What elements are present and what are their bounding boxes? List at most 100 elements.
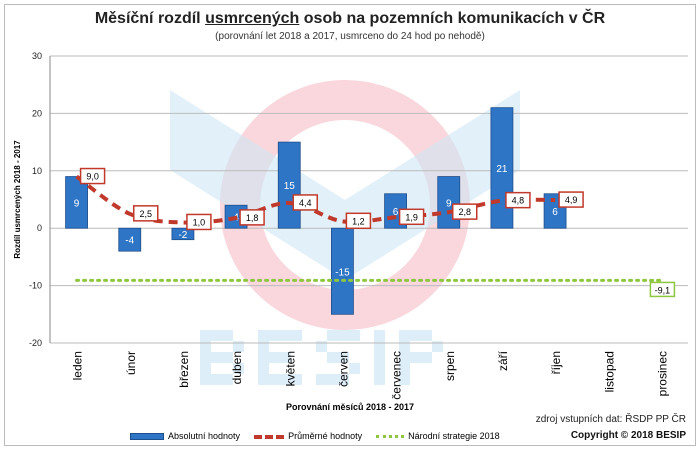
average-label-box bbox=[505, 191, 531, 209]
average-label-box bbox=[186, 213, 212, 231]
y-tick-label: 0 bbox=[37, 223, 42, 233]
average-label-box bbox=[558, 191, 584, 208]
y-tick-label: -10 bbox=[29, 281, 42, 291]
average-label: 9,0 bbox=[86, 172, 99, 182]
average-label: 4,9 bbox=[565, 195, 578, 205]
watermark-block bbox=[258, 352, 269, 363]
y-tick-label: 20 bbox=[32, 108, 42, 118]
copyright: Copyright © 2018 BESIP bbox=[570, 430, 686, 441]
watermark-block bbox=[280, 330, 291, 341]
watermark-block bbox=[374, 363, 385, 374]
watermark-block bbox=[222, 352, 233, 363]
average-label: 2,8 bbox=[458, 207, 471, 217]
average-label: 4,8 bbox=[512, 196, 525, 206]
bar-label: 15 bbox=[284, 181, 296, 192]
watermark-block bbox=[222, 374, 233, 385]
x-tick-label: leden bbox=[71, 351, 85, 380]
bar-label: 9 bbox=[446, 198, 452, 209]
bar-label: 6 bbox=[552, 207, 558, 218]
legend-item-bars: Absolutní hodnoty bbox=[130, 431, 240, 441]
watermark-block bbox=[432, 341, 443, 352]
average-label: 1,0 bbox=[193, 217, 206, 227]
watermark-block bbox=[222, 330, 233, 341]
watermark-block bbox=[269, 352, 280, 363]
watermark-block bbox=[258, 374, 269, 385]
title-part: Měsíční rozdíl bbox=[94, 10, 206, 27]
title-part: osob na pozemních komunikacích v ČR bbox=[299, 10, 606, 27]
x-tick-label: září bbox=[496, 350, 510, 371]
y-tick-label: 10 bbox=[32, 166, 42, 176]
watermark-block bbox=[200, 363, 211, 374]
x-tick-label: prosinec bbox=[655, 351, 669, 396]
average-label-box bbox=[345, 212, 372, 230]
watermark-block bbox=[338, 330, 349, 341]
average-label-box bbox=[452, 203, 478, 220]
x-tick-label: srpen bbox=[443, 351, 457, 381]
y-tick-label: -20 bbox=[29, 338, 42, 348]
x-tick-label: listopad bbox=[602, 351, 616, 392]
legend-label: Národní strategie 2018 bbox=[408, 431, 500, 441]
watermark-block bbox=[200, 374, 211, 385]
x-tick-label: duben bbox=[230, 351, 244, 384]
legend-label: Průměrné hodnoty bbox=[288, 431, 363, 441]
watermark-block bbox=[200, 341, 211, 352]
legend: Absolutní hodnoty Průměrné hodnoty Národ… bbox=[130, 431, 500, 441]
watermark-block bbox=[374, 330, 385, 341]
average-label: 4,4 bbox=[299, 198, 312, 208]
bar-label: -4 bbox=[125, 236, 134, 247]
watermark-block bbox=[233, 363, 244, 374]
watermark-block bbox=[374, 341, 385, 352]
bar-label: 9 bbox=[74, 198, 80, 209]
x-tick-label: říjen bbox=[549, 351, 563, 374]
average-label: 2,5 bbox=[139, 209, 152, 219]
watermark-block bbox=[280, 352, 291, 363]
watermark-block bbox=[327, 374, 338, 385]
bar-label: -15 bbox=[335, 267, 350, 278]
watermark-block bbox=[399, 352, 410, 363]
watermark-block bbox=[211, 352, 222, 363]
bar bbox=[118, 227, 142, 252]
watermark-block bbox=[421, 352, 432, 363]
bar-label: -2 bbox=[178, 230, 187, 241]
watermark-block bbox=[291, 374, 302, 385]
watermark-block bbox=[399, 374, 410, 385]
chart-title: Měsíční rozdíl usmrcených osob na pozemn… bbox=[0, 10, 700, 28]
chart-frame bbox=[4, 4, 696, 446]
legend-label: Absolutní hodnoty bbox=[168, 431, 241, 441]
watermark-block bbox=[233, 341, 244, 352]
watermark-block bbox=[410, 330, 421, 341]
watermark-block bbox=[399, 330, 410, 341]
average-label: 1,2 bbox=[352, 216, 365, 226]
bar bbox=[331, 227, 354, 315]
watermark-block bbox=[349, 330, 360, 341]
watermark-block bbox=[374, 352, 385, 363]
watermark-block bbox=[316, 341, 327, 352]
x-tick-label: květen bbox=[283, 351, 297, 386]
average-label-box bbox=[398, 208, 425, 226]
watermark-block bbox=[280, 374, 291, 385]
average-label-box bbox=[133, 205, 159, 222]
strategy-label-box bbox=[649, 281, 676, 298]
watermark-logo-lettering bbox=[200, 330, 443, 385]
bar bbox=[171, 227, 195, 241]
average-label-box bbox=[239, 209, 265, 226]
watermark-block bbox=[258, 363, 269, 374]
watermark-block bbox=[338, 374, 349, 385]
watermark-block bbox=[200, 330, 211, 341]
watermark-block bbox=[338, 352, 349, 363]
watermark-block bbox=[258, 341, 269, 352]
average-label-box bbox=[292, 194, 318, 211]
legend-item-strategy: Národní strategie 2018 bbox=[376, 431, 500, 441]
data-source: zdroj vstupních dat: ŘSDP PP ČR bbox=[535, 414, 686, 425]
x-tick-label: červen bbox=[336, 351, 350, 387]
watermark-block bbox=[291, 330, 302, 341]
average-label-box bbox=[79, 167, 106, 185]
watermark-block bbox=[200, 352, 211, 363]
y-axis-label: Rozdíl usmrcených 2018 - 2017 bbox=[13, 140, 22, 259]
watermark-block bbox=[269, 374, 280, 385]
chart-subtitle: (porovnání let 2018 a 2017, usmrceno do … bbox=[215, 31, 485, 42]
bar-label: 21 bbox=[496, 164, 508, 175]
x-axis-label: Porovnání měsíců 2018 - 2017 bbox=[285, 402, 415, 412]
legend-swatch bbox=[376, 435, 405, 439]
